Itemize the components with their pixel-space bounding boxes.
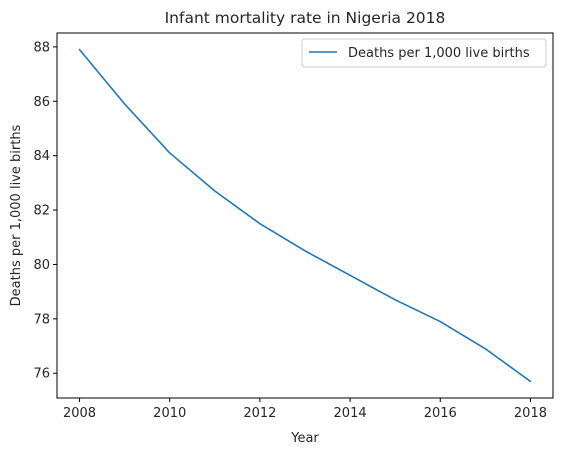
x-axis-label: Year (290, 431, 319, 446)
y-axis: 76 78 80 82 84 86 88 (33, 40, 57, 382)
chart-title: Infant mortality rate in Nigeria 2018 (165, 9, 446, 27)
legend-label: Deaths per 1,000 live births (348, 46, 530, 61)
legend: Deaths per 1,000 live births (301, 38, 547, 68)
y-tick-label: 80 (33, 258, 50, 273)
y-tick-label: 82 (33, 204, 50, 219)
legend-box (301, 38, 547, 68)
x-tick-label: 2018 (514, 406, 547, 421)
x-tick-label: 2014 (334, 406, 367, 421)
x-tick-label: 2010 (153, 406, 186, 421)
x-tick-label: 2008 (63, 406, 96, 421)
x-tick-label: 2016 (424, 406, 457, 421)
plot-frame (56, 32, 554, 399)
y-tick-label: 78 (33, 312, 50, 327)
series-group (78, 48, 532, 383)
x-tick-label: 2012 (243, 406, 276, 421)
y-tick-label: 76 (33, 367, 50, 382)
x-axis: 2008 2010 2012 2014 2016 2018 (63, 398, 547, 421)
series-line (78, 48, 532, 383)
y-tick-label: 86 (33, 95, 50, 110)
y-axis-label: Deaths per 1,000 live births (9, 124, 24, 306)
y-tick-label: 88 (33, 40, 50, 55)
y-tick-label: 84 (33, 149, 50, 164)
plot-area: 2008 2010 2012 2014 2016 2018 76 78 80 82 84 86 88 (33, 32, 554, 421)
